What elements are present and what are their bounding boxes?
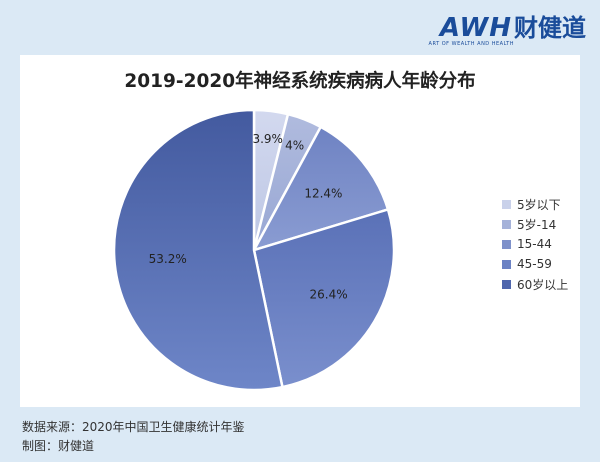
legend-swatch (502, 259, 511, 269)
legend-swatch (502, 279, 511, 289)
brand-logo-cn: 财健道 (514, 14, 586, 42)
data-source-note: 数据来源：2020年中国卫生健康统计年鉴 (22, 420, 245, 434)
pie-slice-label-5: 53.2% (149, 252, 187, 266)
brand-logo: AWH 财健道 ART OF WEALTH AND HEALTH (429, 8, 586, 47)
brand-logo-latin: AWH (439, 13, 512, 43)
chart-title: 2019-2020年神经系统疾病病人年龄分布 (124, 71, 476, 92)
legend-swatch (502, 199, 511, 209)
legend-label: 45-59 (517, 257, 552, 271)
pie-slice-label-3: 12.4% (304, 186, 342, 200)
pie-slice-label-1: 3.9% (252, 132, 283, 146)
pie-slice-label-2: 4% (285, 139, 304, 153)
legend-label: 60岁以上 (517, 277, 569, 292)
legend-item: 15-44 (502, 234, 568, 254)
pie-slice-5 (112, 108, 284, 392)
brand-tagline: ART OF WEALTH AND HEALTH (428, 41, 514, 47)
chart-credit: 制图：财健道 (22, 439, 95, 453)
legend-item: 60岁以上 (502, 274, 568, 294)
legend-label: 5岁-14 (517, 217, 557, 232)
legend-label: 5岁以下 (517, 197, 561, 212)
pie-chart: 3.9% 4% 12.4% 26.4% 53.2% (112, 108, 396, 392)
legend-item: 5岁-14 (502, 214, 568, 234)
legend-swatch (502, 219, 511, 229)
legend-swatch (502, 239, 511, 249)
chart-card: 2019-2020年神经系统疾病病人年龄分布 3.9% 4% 12.4% 26.4% 5… (20, 55, 580, 407)
pie-slice-label-4: 26.4% (310, 287, 348, 301)
legend-item: 45-59 (502, 254, 568, 274)
legend-label: 15-44 (517, 237, 552, 251)
chart-legend: 5岁以下 5岁-14 15-44 45-59 60岁以上 (502, 194, 568, 294)
pie-slice-4 (252, 207, 396, 389)
legend-item: 5岁以下 (502, 194, 568, 214)
footer: 数据来源：2020年中国卫生健康统计年鉴 制图：财健道 (22, 418, 245, 456)
